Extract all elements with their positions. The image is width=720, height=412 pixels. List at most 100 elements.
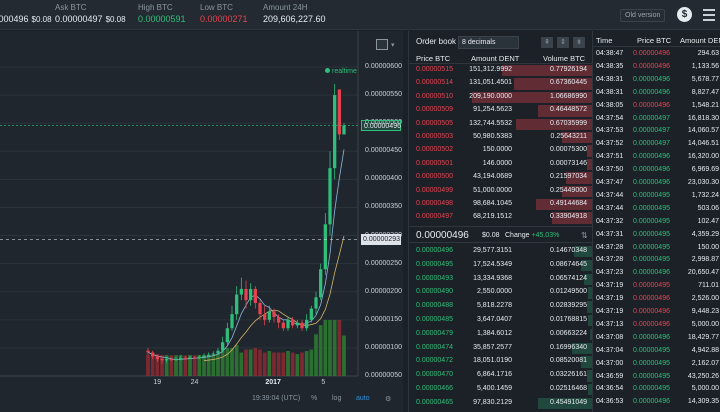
bid-row[interactable]: 0.00000490 2,550.0000 0.01249500 — [409, 287, 592, 299]
hamburger-menu-icon[interactable] — [703, 9, 715, 21]
bid-row[interactable]: 0.00000495 17,524.5349 0.08674645 — [409, 259, 592, 272]
bid-row[interactable]: 0.00000466 5,400.1459 0.02516468 — [409, 384, 592, 396]
last-price-value: 0.0000496 — [0, 14, 29, 24]
ask-row[interactable]: 0.00000502 150.0000 0.00075300 — [409, 145, 592, 157]
ask-row[interactable]: 0.00000498 98,684.1045 0.49144684 — [409, 199, 592, 211]
candle-body — [305, 319, 309, 329]
order-price: 0.00000470 — [416, 371, 453, 379]
order-amount: 35,857.2577 — [473, 343, 512, 351]
order-amount: 6,864.1716 — [476, 371, 512, 379]
ask-row[interactable]: 0.00000501 146.0000 0.00073146 — [409, 158, 592, 171]
sort-asks-icon[interactable]: ⇞ — [541, 37, 553, 48]
ask-row[interactable]: 0.00000497 68,219.1512 0.33904918 — [409, 212, 592, 224]
col-time: Time — [596, 36, 613, 45]
trade-row: 04:37:52 0.00000497 14,046.51 — [593, 140, 720, 152]
depth-bar — [574, 246, 592, 258]
candlestick-chart[interactable] — [0, 31, 403, 391]
order-price: 0.00000495 — [416, 260, 453, 268]
trade-row: 04:37:51 0.00000496 16,320.00 — [593, 153, 720, 165]
order-amount: 43,194.0689 — [473, 173, 512, 181]
candle-body — [319, 269, 323, 298]
depth-bar — [589, 328, 592, 341]
x-tick-label: 5 — [321, 379, 326, 386]
currency-dollar-icon[interactable]: $ — [677, 7, 692, 22]
y-tick-label: 0.00000250 — [365, 259, 402, 267]
log-toggle[interactable]: log — [332, 395, 342, 402]
trade-price: 0.00000496 — [633, 62, 670, 70]
order-volume: 0.46448572 — [550, 106, 587, 114]
auto-toggle[interactable]: auto — [356, 395, 370, 402]
volume-bar — [150, 353, 155, 376]
volume-bar — [146, 354, 150, 376]
percent-toggle[interactable]: % — [311, 395, 318, 402]
volume-bar — [276, 352, 281, 376]
depth-bar — [565, 172, 592, 184]
order-price: 0.00000479 — [416, 329, 453, 337]
trade-price: 0.00000495 — [633, 204, 670, 212]
bid-row[interactable]: 0.00000474 35,857.2577 0.16996340 — [409, 342, 592, 354]
candle-body — [295, 322, 299, 326]
order-price: 0.00000500 — [416, 173, 453, 181]
depth-bar — [587, 370, 592, 382]
sort-bids-icon[interactable]: ⇟ — [573, 37, 585, 48]
sort-both-icon[interactable]: ⇕ — [557, 37, 569, 48]
trade-row: 04:37:47 0.00000496 23,030.30 — [593, 179, 720, 191]
order-amount: 5,818.2278 — [476, 302, 512, 310]
volume-bar — [178, 354, 183, 376]
ask-value: 0.00000497 — [55, 14, 103, 24]
change-indicator: Change +45.03% — [505, 232, 559, 239]
bid-row[interactable]: 0.00000488 5,818.2278 0.02839295 — [409, 301, 592, 313]
trade-price: 0.00000497 — [633, 114, 670, 122]
order-volume: 0.00663224 — [550, 329, 587, 337]
bid-row[interactable]: 0.00000472 18,051.0190 0.08520081 — [409, 356, 592, 368]
ask-row[interactable]: 0.00000509 91,254.5623 0.46448572 — [409, 105, 592, 117]
trade-time: 04:37:44 — [596, 191, 624, 199]
last-price-usd: $0.08 — [31, 15, 52, 24]
ask-row[interactable]: 0.00000515 151,312.9992 0.77926194 — [409, 65, 592, 77]
candle-body — [151, 352, 155, 357]
trade-time: 04:37:47 — [596, 179, 624, 186]
bid-row[interactable]: 0.00000479 1,384.6012 0.00663224 — [409, 328, 592, 341]
order-amount: 29,577.3151 — [473, 247, 512, 254]
ask-row[interactable]: 0.00000503 50,980.5383 0.25643211 — [409, 132, 592, 144]
volume-bar — [342, 335, 346, 376]
swap-vertical-icon[interactable]: ⇅ — [581, 231, 588, 240]
candle-body — [230, 314, 234, 329]
trade-price: 0.00000496 — [633, 166, 670, 174]
old-version-button[interactable]: Old version — [620, 9, 666, 22]
trade-amount: 5,000.00 — [691, 320, 719, 328]
volume-bar — [225, 347, 230, 376]
high-label: High BTC — [138, 3, 173, 12]
decimals-select[interactable]: 8 decimals — [458, 36, 519, 49]
order-amount: 131,051.4501 — [469, 79, 512, 87]
ask-row[interactable]: 0.00000510 209,190.0000 1.06686990 — [409, 91, 592, 104]
ask-row[interactable]: 0.00000514 131,051.4501 0.67360445 — [409, 78, 592, 90]
candle-body — [239, 288, 243, 295]
gear-icon[interactable]: ⚙ — [385, 396, 392, 403]
trade-time: 04:37:28 — [596, 243, 624, 251]
order-amount: 98,684.1045 — [473, 200, 512, 207]
x-tick-label: 19 — [153, 379, 162, 386]
volume-bar — [281, 352, 286, 376]
volume-bar — [295, 354, 300, 376]
order-volume: 0.02839295 — [550, 302, 587, 310]
bid-row[interactable]: 0.00000496 29,577.3151 0.14670348 — [409, 246, 592, 258]
candle-body — [291, 319, 295, 326]
order-volume: 0.01249500 — [550, 288, 587, 296]
order-amount: 150.0000 — [482, 146, 512, 154]
trade-time: 04:37:19 — [596, 282, 624, 290]
trade-amount: 2,162.07 — [691, 359, 719, 367]
order-price: 0.00000515 — [416, 66, 453, 73]
trade-row: 04:37:08 0.00000496 18,429.77 — [593, 334, 720, 346]
bid-row[interactable]: 0.00000485 3,647.0407 0.01768815 — [409, 315, 592, 327]
candle-body — [193, 357, 197, 359]
ask-row[interactable]: 0.00000500 43,194.0689 0.21597034 — [409, 172, 592, 184]
chart-type-selector[interactable]: ▾ — [376, 38, 398, 52]
bid-row[interactable]: 0.00000470 6,864.1716 0.03226161 — [409, 370, 592, 382]
ask-row[interactable]: 0.00000499 51,000.0000 0.25449000 — [409, 185, 592, 197]
bid-row[interactable]: 0.00000493 13,334.9368 0.06574124 — [409, 273, 592, 285]
volume-bar — [328, 320, 332, 376]
ask-row[interactable]: 0.00000505 132,744.5532 0.67035999 — [409, 118, 592, 130]
ask-usd: $0.08 — [105, 15, 126, 24]
bid-row[interactable]: 0.00000465 97,830.2129 0.45491049 — [409, 397, 592, 410]
